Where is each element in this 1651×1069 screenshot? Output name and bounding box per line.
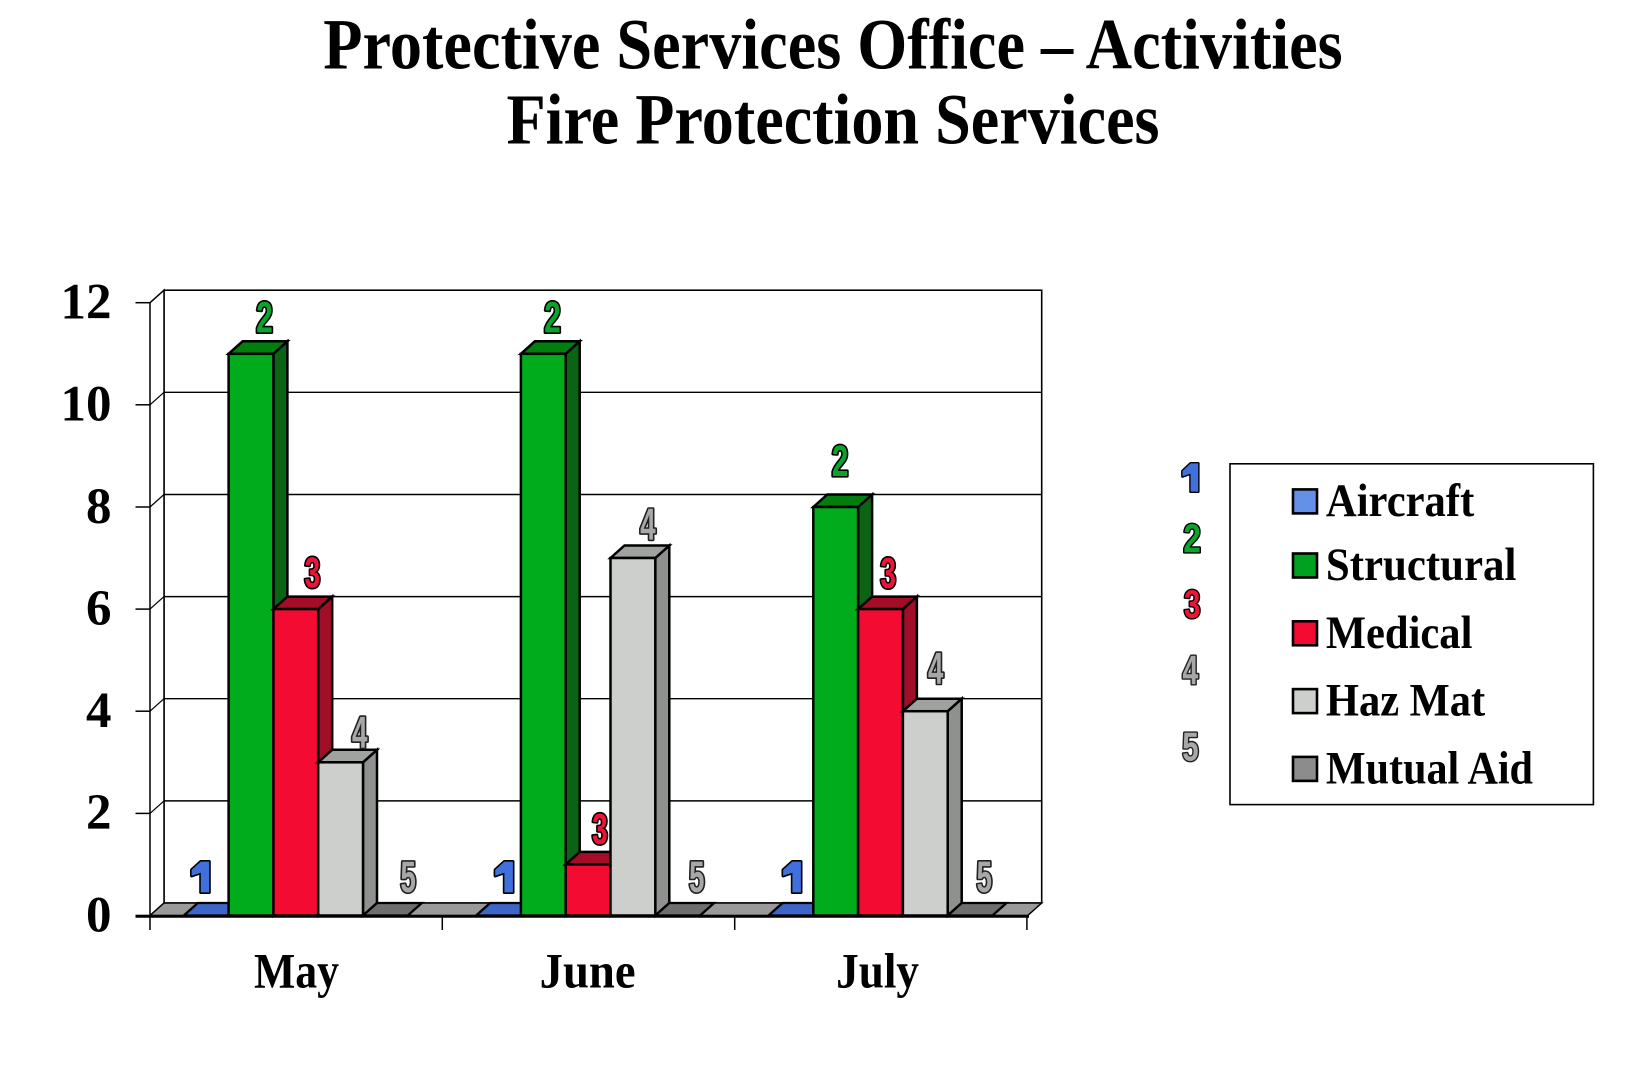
svg-text:Structural: Structural [1326, 539, 1517, 591]
svg-text:8: 8 [86, 479, 112, 535]
svg-text:4: 4 [86, 683, 112, 739]
svg-text:Fire Protection Services: Fire Protection Services [507, 79, 1160, 159]
svg-text:Protective Services Office – A: Protective Services Office – Activities [323, 5, 1342, 85]
svg-text:10: 10 [61, 377, 112, 433]
svg-text:July: July [836, 942, 919, 998]
svg-text:6: 6 [86, 581, 112, 637]
svg-text:May: May [254, 942, 339, 998]
svg-text:Haz Mat: Haz Mat [1326, 675, 1486, 727]
svg-text:Medical: Medical [1326, 607, 1473, 659]
svg-text:June: June [540, 942, 636, 998]
svg-text:Mutual Aid: Mutual Aid [1326, 742, 1533, 794]
svg-text:12: 12 [61, 275, 112, 331]
svg-text:0: 0 [86, 887, 112, 943]
svg-text:Aircraft: Aircraft [1326, 475, 1475, 527]
svg-text:2: 2 [86, 785, 112, 841]
